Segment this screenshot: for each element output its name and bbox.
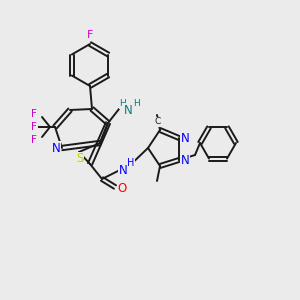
Text: N: N [124, 103, 132, 116]
Text: F: F [31, 122, 37, 132]
Text: H: H [127, 158, 135, 168]
Text: C: C [155, 118, 161, 127]
Text: F: F [31, 135, 37, 145]
Text: N: N [118, 164, 127, 178]
Text: N: N [52, 142, 60, 154]
Text: O: O [117, 182, 127, 194]
Text: N: N [181, 131, 189, 145]
Text: H: H [120, 100, 126, 109]
Text: F: F [87, 30, 93, 40]
Text: H: H [134, 100, 140, 109]
Text: S: S [76, 152, 84, 166]
Text: N: N [181, 154, 189, 166]
Text: F: F [31, 109, 37, 119]
